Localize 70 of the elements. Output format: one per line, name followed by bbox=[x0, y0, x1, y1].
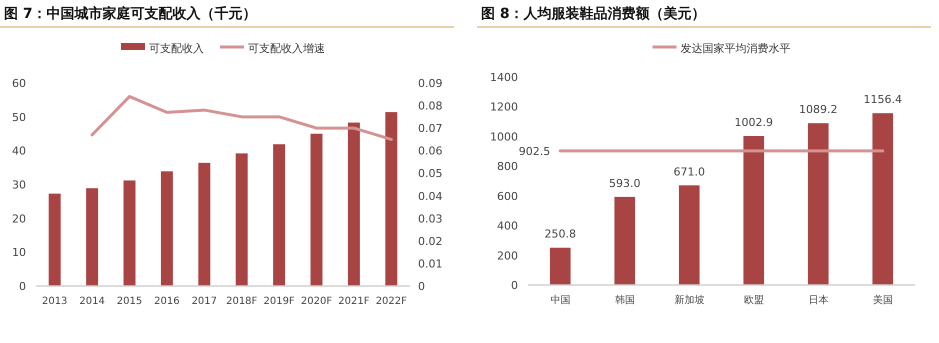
x-tick-label: 2017 bbox=[192, 296, 218, 307]
x-tick-label: 2020F bbox=[300, 296, 332, 307]
chart-title: 图 7：中国城市家庭可支配收入（千元） bbox=[4, 5, 257, 22]
y-tick-label: 200 bbox=[497, 249, 518, 262]
legend-label: 可支配收入 bbox=[149, 42, 204, 55]
y2-tick-label: 0.08 bbox=[418, 100, 442, 113]
y2-tick-label: 0.04 bbox=[418, 190, 442, 203]
bar bbox=[550, 248, 571, 285]
y-tick-label: 1400 bbox=[490, 71, 518, 84]
y2-tick-label: 0.07 bbox=[418, 122, 442, 136]
data-label: 593.0 bbox=[609, 176, 640, 190]
y-tick-label: 50 bbox=[12, 110, 26, 124]
bar bbox=[198, 162, 210, 286]
x-tick-label: 2021F bbox=[338, 296, 370, 307]
data-label: 1156.4 bbox=[864, 93, 902, 106]
y2-tick-label: 0.05 bbox=[418, 167, 442, 180]
bar bbox=[614, 196, 636, 285]
y2-tick-label: 0.06 bbox=[418, 144, 442, 158]
y-tick-label: 600 bbox=[497, 190, 518, 203]
y2-tick-label: 0.01 bbox=[418, 257, 442, 270]
data-label: 1002.9 bbox=[734, 116, 773, 129]
bar bbox=[872, 113, 894, 285]
y-tick-label: 40 bbox=[12, 144, 26, 158]
bar bbox=[743, 136, 764, 285]
bar bbox=[273, 144, 286, 286]
x-tick-label: 新加坡 bbox=[674, 294, 704, 306]
y-tick-label: 60 bbox=[12, 77, 26, 90]
y2-tick-label: 0.03 bbox=[418, 212, 442, 226]
bar bbox=[124, 180, 136, 286]
bar bbox=[678, 185, 700, 285]
y2-tick-label: 0.02 bbox=[418, 234, 442, 248]
x-tick-label: 中国 bbox=[550, 294, 570, 306]
bar bbox=[236, 153, 248, 286]
y-tick-label: 800 bbox=[497, 160, 518, 174]
y-tick-label: 20 bbox=[12, 212, 26, 226]
x-tick-label: 美国 bbox=[872, 294, 893, 306]
x-tick-label: 2022F bbox=[376, 296, 408, 307]
y2-tick-label: 0 bbox=[418, 280, 425, 293]
x-tick-label: 2016 bbox=[154, 296, 180, 307]
legend-label: 发达国家平均消费水平 bbox=[680, 42, 790, 55]
data-label: 671.0 bbox=[674, 165, 705, 178]
y-tick-label: 400 bbox=[497, 220, 518, 233]
bar bbox=[385, 112, 398, 286]
legend-label: 可支配收入增速 bbox=[248, 42, 325, 55]
bar bbox=[48, 194, 61, 286]
x-tick-label: 2015 bbox=[116, 296, 142, 307]
x-tick-label: 韩国 bbox=[614, 294, 635, 306]
data-label: 902.5 bbox=[518, 144, 550, 158]
bar bbox=[160, 171, 173, 286]
y2-tick-label: 0.09 bbox=[418, 77, 442, 90]
bar bbox=[808, 123, 829, 285]
x-tick-label: 2019F bbox=[264, 296, 295, 307]
y-tick-label: 1200 bbox=[490, 100, 518, 114]
x-tick-label: 2013 bbox=[42, 296, 68, 307]
x-tick-label: 2014 bbox=[79, 296, 105, 307]
x-tick-label: 欧盟 bbox=[744, 294, 764, 306]
x-tick-label: 2018F bbox=[226, 296, 258, 307]
bar bbox=[86, 188, 98, 286]
bar bbox=[348, 122, 360, 286]
x-tick-label: 日本 bbox=[808, 294, 828, 306]
bar bbox=[310, 134, 322, 286]
y-tick-label: 1000 bbox=[490, 130, 518, 144]
line-series bbox=[90, 95, 393, 141]
data-label: 250.8 bbox=[544, 228, 576, 241]
y-tick-label: 30 bbox=[12, 178, 26, 192]
y-tick-label: 0 bbox=[19, 280, 26, 293]
y-tick-label: 10 bbox=[12, 246, 26, 260]
chart-title: 图 8：人均服装鞋品消费额（美元） bbox=[481, 5, 706, 22]
data-label: 1089.2 bbox=[799, 103, 838, 116]
y-tick-label: 0 bbox=[511, 279, 518, 292]
